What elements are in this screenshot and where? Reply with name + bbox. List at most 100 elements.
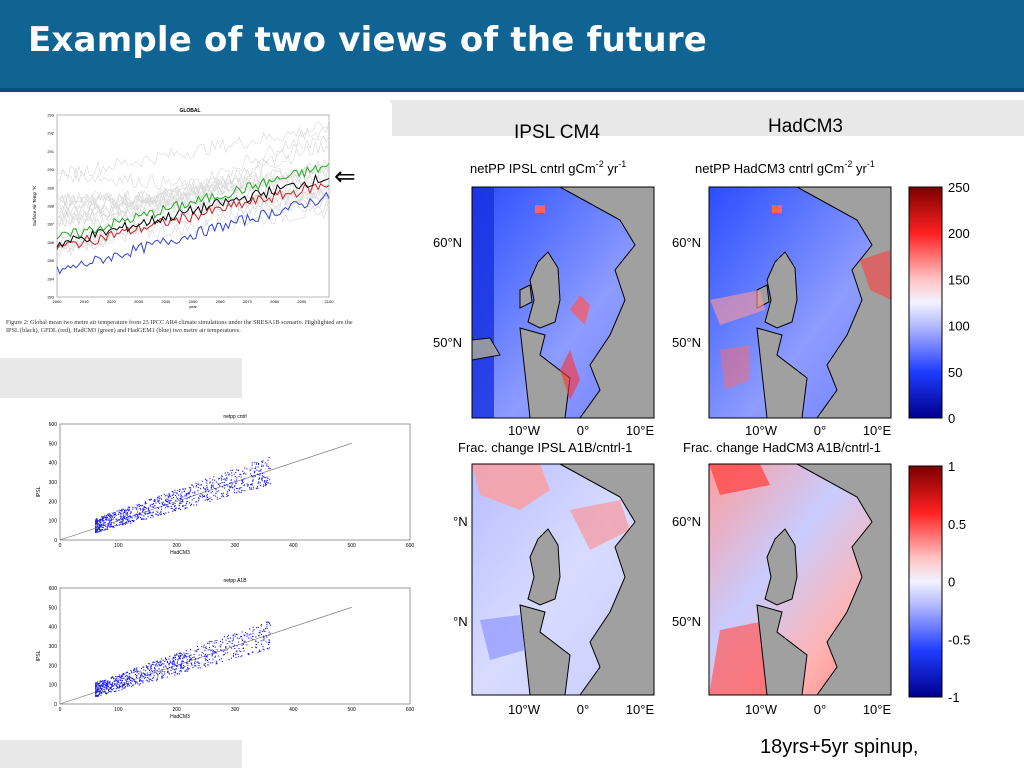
scatter-point xyxy=(106,683,108,685)
scatter-point xyxy=(223,487,225,489)
scatter-point xyxy=(119,686,121,688)
scatter-point xyxy=(200,493,202,495)
scatter-point xyxy=(106,517,108,519)
scatter-point xyxy=(132,520,134,522)
scatter-point xyxy=(136,676,138,678)
ensemble-line xyxy=(56,168,330,204)
scatter-point xyxy=(110,523,112,525)
scatter-point xyxy=(203,653,205,655)
scatter-point xyxy=(122,519,124,521)
scatter-point xyxy=(206,480,208,482)
scatter-point xyxy=(219,646,221,648)
scatter-point xyxy=(97,695,99,697)
scatter-point xyxy=(266,465,268,467)
scatter-point xyxy=(120,514,122,516)
scatter-point xyxy=(95,521,97,523)
scatter-point xyxy=(180,503,182,505)
scatter-point xyxy=(103,681,105,683)
scatter-point xyxy=(169,495,171,497)
scatter-point xyxy=(235,483,237,485)
scatter-x-tick: 300 xyxy=(231,707,240,713)
scatter-point xyxy=(215,492,217,494)
scatter-point xyxy=(124,682,126,684)
scatter-point xyxy=(211,490,213,492)
scatter-point xyxy=(198,664,200,666)
scatter-point xyxy=(225,479,227,481)
scatter-point xyxy=(219,482,221,484)
scatter-point xyxy=(146,677,148,679)
scatter-point xyxy=(192,484,194,486)
scatter-point xyxy=(150,668,152,670)
scatter-point xyxy=(100,684,102,686)
scatter-point xyxy=(115,688,117,690)
scatter-point xyxy=(171,661,173,663)
scatter-point xyxy=(138,513,140,515)
scatter-point xyxy=(100,681,102,683)
scatter-point xyxy=(191,499,193,501)
scatter-point xyxy=(226,477,228,479)
scatter-point xyxy=(150,517,152,519)
scatter-point xyxy=(243,478,245,480)
scatter-point xyxy=(148,681,150,683)
scatter-point xyxy=(107,523,109,525)
scatter-point xyxy=(191,664,193,666)
scatter-point xyxy=(102,520,104,522)
scatter-point xyxy=(234,654,236,656)
scatter-point xyxy=(199,495,201,497)
scatter-point xyxy=(263,476,265,478)
scatter-point xyxy=(259,474,261,476)
scatter-point xyxy=(214,495,216,497)
scatter-point xyxy=(217,655,219,657)
scatter-point xyxy=(110,522,112,524)
scatter-point xyxy=(184,657,186,659)
scatter-point xyxy=(225,647,227,649)
scatter-point xyxy=(123,515,125,517)
scatter-point xyxy=(137,505,139,507)
scatter-point xyxy=(136,515,138,517)
scatter-point xyxy=(204,650,206,652)
scatter-point xyxy=(167,662,169,664)
scatter-point xyxy=(144,513,146,515)
scatter-point xyxy=(168,497,170,499)
scatter-point xyxy=(210,484,212,486)
scatter-point xyxy=(128,673,130,675)
scatter-point xyxy=(130,522,132,524)
scatter-point xyxy=(182,665,184,667)
scatter-point xyxy=(105,692,107,694)
scatter-point xyxy=(175,669,177,671)
lat-label-60n: 60°N xyxy=(433,235,462,250)
scatter-point xyxy=(157,662,159,664)
scatter-point xyxy=(102,690,104,692)
scatter-point xyxy=(134,670,136,672)
scatter-point xyxy=(172,493,174,495)
scatter-point xyxy=(99,528,101,530)
lon-label-0: 0° xyxy=(577,423,589,438)
scatter-point xyxy=(165,659,167,661)
scatter-point xyxy=(138,503,140,505)
scatter-point xyxy=(255,488,257,490)
scatter-point xyxy=(159,671,161,673)
scatter-point xyxy=(127,520,129,522)
global-plot-area xyxy=(56,114,330,298)
scatter-point xyxy=(196,650,198,652)
scatter-point xyxy=(269,483,271,485)
scatter-point xyxy=(109,525,111,527)
scatter-point xyxy=(264,483,266,485)
scatter-point xyxy=(130,677,132,679)
scatter-point xyxy=(171,507,173,509)
scatter-point xyxy=(96,524,98,526)
scatter-y-tick: 400 xyxy=(49,625,58,631)
scatter-point xyxy=(225,639,227,641)
scatter-point xyxy=(258,634,260,636)
scatter-point xyxy=(154,505,156,507)
scatter-point xyxy=(116,525,118,527)
scatter-point xyxy=(169,660,171,662)
scatter-point xyxy=(214,655,216,657)
scatter-point xyxy=(193,497,195,499)
scatter-point xyxy=(118,519,120,521)
scatter-point xyxy=(265,481,267,483)
scatter-point xyxy=(242,640,244,642)
scatter-point xyxy=(181,501,183,503)
scatter-point xyxy=(95,526,97,528)
scatter-point xyxy=(102,684,104,686)
